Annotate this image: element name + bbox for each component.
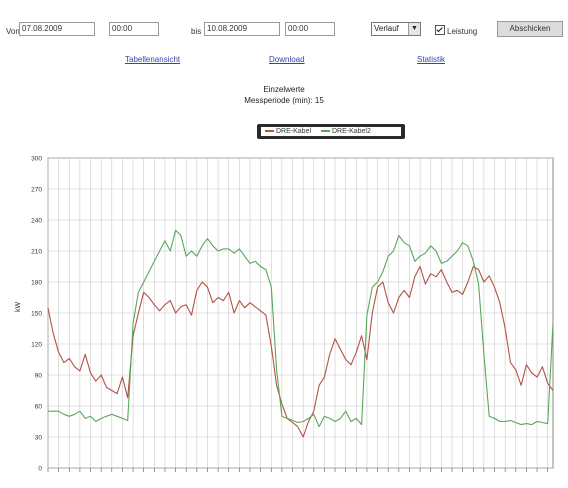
from-date-input[interactable]: 07.08.2009 (19, 22, 95, 36)
x-axis (47, 468, 548, 472)
download-link[interactable]: Download (269, 55, 305, 64)
legend-swatch-a (265, 130, 274, 133)
y-tick-label: 210 (31, 249, 42, 256)
line-chart: kW 0 30 60 90 120 150 180 210 240 270 300 (15, 156, 554, 473)
y-axis: 0 30 60 90 120 150 180 210 240 270 300 (31, 156, 42, 473)
from-time-input[interactable]: 00:00 (109, 22, 159, 36)
chart-subtitle: Messperiode (min): 15 (244, 96, 324, 105)
y-tick-label: 30 (35, 435, 43, 442)
legend-label-a: DRE-Kabel (276, 128, 312, 135)
to-date-input[interactable]: 10.08.2009 (204, 22, 280, 36)
legend-label-b: DRE-Kabel2 (331, 128, 371, 135)
y-axis-label: kW (15, 302, 22, 313)
filter-toolbar: Von 07.08.2009 00:00 bis 10.08.2009 00:0… (0, 0, 568, 44)
y-tick-label: 240 (31, 218, 42, 225)
submit-button[interactable]: Abschicken (497, 21, 563, 37)
y-tick-label: 300 (31, 156, 42, 163)
from-label: Von (6, 27, 20, 36)
series-lines (47, 229, 554, 438)
chart-title: Einzelwerte (263, 85, 305, 94)
view-mode-select[interactable]: Verlauf ▼ (371, 22, 421, 36)
grid-lines (47, 157, 554, 469)
y-tick-label: 0 (38, 466, 42, 473)
y-tick-label: 270 (31, 187, 42, 194)
chevron-down-icon: ▼ (408, 23, 420, 35)
power-checkbox-label: Leistung (447, 27, 478, 36)
legend-swatch-b (320, 130, 330, 133)
table-view-link[interactable]: Tabellenansicht (125, 55, 181, 64)
y-tick-label: 120 (31, 342, 42, 349)
y-tick-label: 90 (35, 373, 43, 380)
y-tick-label: 60 (35, 404, 43, 411)
y-tick-label: 180 (31, 280, 42, 287)
to-time-input[interactable]: 00:00 (285, 22, 335, 36)
view-mode-value: Verlauf (374, 24, 399, 33)
to-label: bis (191, 27, 202, 36)
power-checkbox[interactable] (435, 25, 445, 35)
chart-legend: DRE-Kabel DRE-Kabel2 (257, 124, 405, 139)
y-tick-label: 150 (31, 311, 42, 318)
series-line-b (48, 229, 554, 428)
statistics-link[interactable]: Statistik (417, 55, 446, 64)
